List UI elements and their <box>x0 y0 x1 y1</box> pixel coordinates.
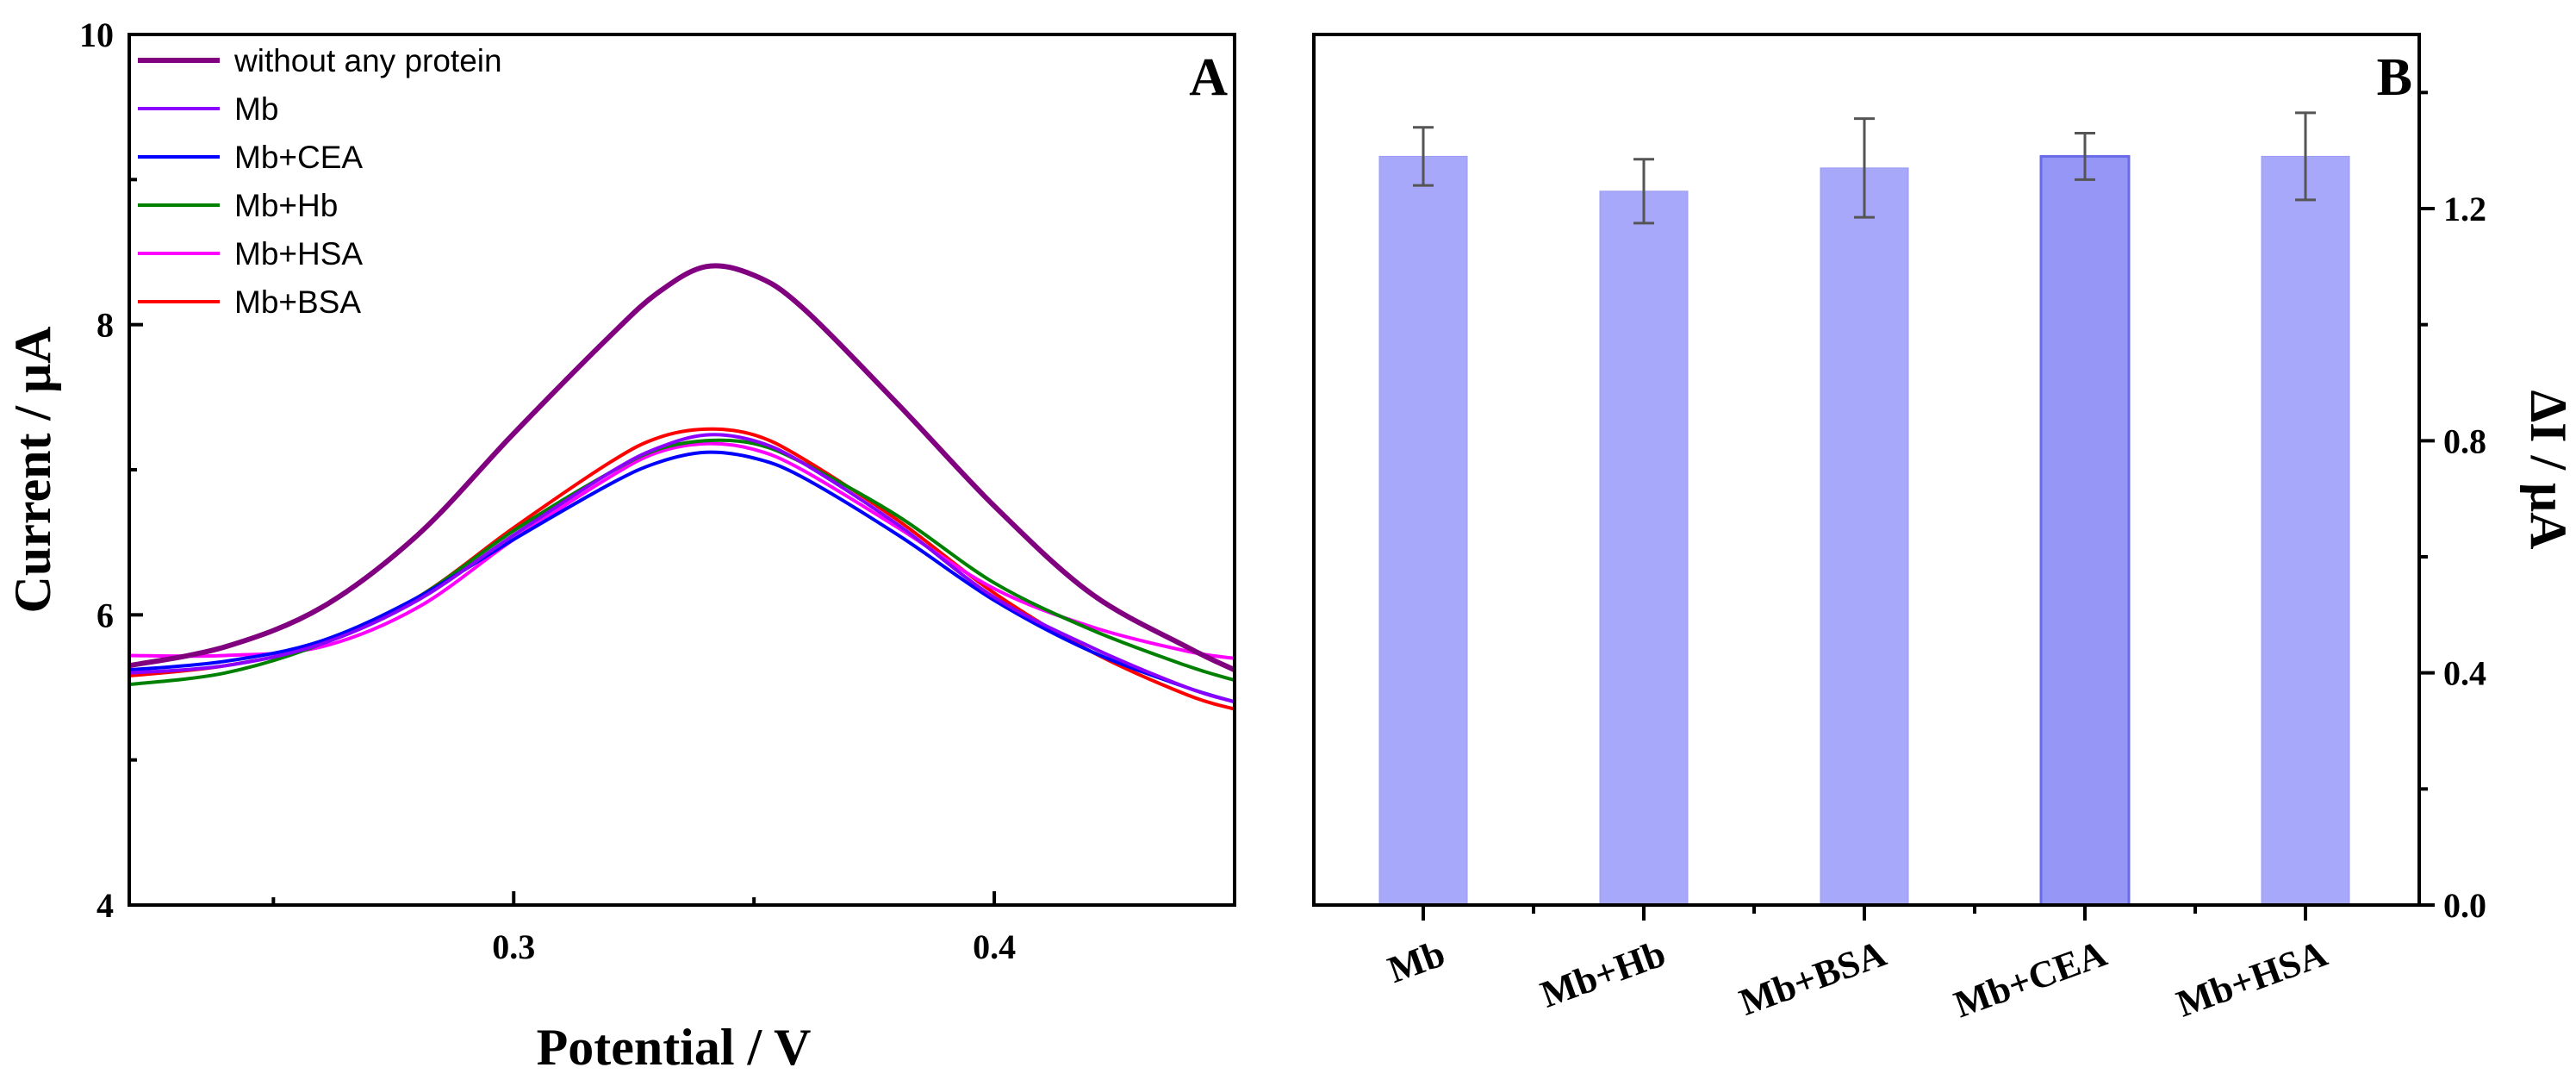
a-y-tick-label: 8 <box>96 306 114 345</box>
series-line-1 <box>128 433 1235 704</box>
bar-1 <box>1599 190 1689 906</box>
b-panel-letter: B <box>2377 48 2412 107</box>
series-line-5 <box>128 427 1235 711</box>
error-bar-4 <box>2295 111 2316 202</box>
b-bars <box>1378 154 2350 907</box>
series-line-0 <box>128 263 1236 673</box>
series-line-4 <box>128 441 1235 660</box>
legend-label-2: Mb+CEA <box>234 140 363 175</box>
b-error-bars <box>1413 111 2316 225</box>
panel-b-bar-chart: Mb Mb+Hb Mb+BSA Mb+CEA Mb+HSA 0.0 0.4 0.8 1.2 B… <box>1312 33 2576 1026</box>
a-x-axis-title: Potential / V <box>537 1019 812 1076</box>
error-bar-0 <box>1413 126 1434 187</box>
a-panel-letter: A <box>1189 48 1228 107</box>
a-series-lines <box>128 263 1236 711</box>
b-x-ticks: Mb Mb+Hb Mb+BSA Mb+CEA Mb+HSA <box>1383 905 2333 1026</box>
b-y-tick-label: 0.4 <box>2443 654 2486 693</box>
b-category-label: Mb+Hb <box>1535 932 1671 1015</box>
bar-2 <box>1820 167 1909 906</box>
legend-label-4: Mb+HSA <box>234 236 363 272</box>
error-bar-1 <box>1633 158 1654 225</box>
error-bar-3 <box>2075 131 2095 181</box>
bar-4 <box>2261 155 2350 906</box>
a-legend: without any protein Mb Mb+CEA Mb+Hb Mb+HSA Mb… <box>138 43 502 320</box>
a-y-axis-title: Current / μA <box>4 327 61 614</box>
a-y-tick-label: 6 <box>96 596 114 634</box>
b-plot-frame <box>1312 33 2421 907</box>
error-bar-2 <box>1854 117 1875 219</box>
a-y-tick-label: 4 <box>96 886 114 925</box>
bar-3 <box>2039 154 2131 907</box>
b-category-label: Mb+CEA <box>1949 932 2112 1026</box>
a-x-tick-label: 0.4 <box>973 927 1016 966</box>
b-y-axis-title: ΔI / μA <box>2520 390 2576 550</box>
legend-label-1: Mb <box>234 91 278 127</box>
b-y-tick-label: 0.0 <box>2443 886 2486 925</box>
b-category-label: Mb+BSA <box>1734 932 1892 1024</box>
legend-label-5: Mb+BSA <box>234 284 361 320</box>
a-x-ticks: 0.3 0.4 <box>271 891 1236 966</box>
bar-0 <box>1378 155 1468 906</box>
b-y-tick-label: 1.2 <box>2443 190 2486 228</box>
b-y-ticks: 0.0 0.4 0.8 1.2 <box>2419 91 2486 925</box>
b-category-label: Mb+HSA <box>2171 932 2333 1025</box>
a-x-tick-label: 0.3 <box>492 927 535 966</box>
a-y-tick-label: 10 <box>79 16 114 54</box>
series-line-2 <box>128 450 1235 704</box>
legend-label-0: without any protein <box>233 43 502 78</box>
legend-label-3: Mb+Hb <box>234 188 338 223</box>
a-y-ticks: 4 6 8 10 <box>79 16 143 925</box>
b-category-label: Mb <box>1383 932 1451 991</box>
panel-a-line-chart: without any protein Mb Mb+CEA Mb+Hb Mb+HSA Mb… <box>4 16 1236 1076</box>
b-y-tick-label: 0.8 <box>2443 421 2486 460</box>
